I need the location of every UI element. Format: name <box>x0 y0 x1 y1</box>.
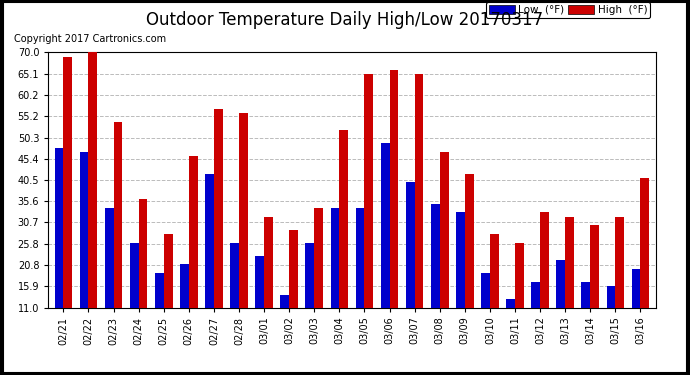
Bar <box>631 268 640 308</box>
Bar <box>280 294 289 307</box>
Bar <box>381 143 390 308</box>
Text: Copyright 2017 Cartronics.com: Copyright 2017 Cartronics.com <box>14 34 166 44</box>
Bar <box>139 200 148 308</box>
Bar <box>590 225 599 308</box>
Bar <box>456 212 465 308</box>
Bar <box>189 156 197 308</box>
Bar <box>390 70 398 308</box>
Bar <box>465 174 473 308</box>
Bar <box>264 217 273 308</box>
Bar <box>431 204 440 308</box>
Bar <box>155 273 164 308</box>
Bar <box>540 212 549 308</box>
Bar <box>364 74 373 307</box>
Bar <box>615 217 624 308</box>
Bar <box>565 217 574 308</box>
Bar <box>415 74 424 307</box>
Bar <box>180 264 189 308</box>
Bar <box>355 208 364 308</box>
Bar <box>88 44 97 308</box>
Bar <box>481 273 490 308</box>
Bar <box>556 260 565 308</box>
Bar <box>105 208 114 308</box>
Bar <box>339 130 348 308</box>
Bar <box>239 113 248 308</box>
Bar <box>289 230 298 308</box>
Bar <box>331 208 339 308</box>
Bar <box>130 243 139 308</box>
Bar <box>114 122 122 308</box>
Bar <box>582 282 590 308</box>
Bar <box>255 256 264 308</box>
Bar <box>230 243 239 308</box>
Bar <box>440 152 449 308</box>
Bar <box>79 152 88 308</box>
Bar <box>306 243 314 308</box>
Bar <box>506 299 515 307</box>
Bar <box>490 234 499 308</box>
Bar <box>607 286 615 308</box>
Bar <box>55 148 63 308</box>
Bar <box>531 282 540 308</box>
Bar <box>205 174 214 308</box>
Bar <box>63 57 72 308</box>
Bar <box>164 234 172 308</box>
Bar <box>406 182 415 308</box>
Bar <box>314 208 323 308</box>
Bar <box>640 178 649 308</box>
Text: Outdoor Temperature Daily High/Low 20170317: Outdoor Temperature Daily High/Low 20170… <box>146 11 544 29</box>
Bar <box>214 109 223 308</box>
Bar <box>515 243 524 308</box>
Legend: Low  (°F), High  (°F): Low (°F), High (°F) <box>486 2 650 18</box>
